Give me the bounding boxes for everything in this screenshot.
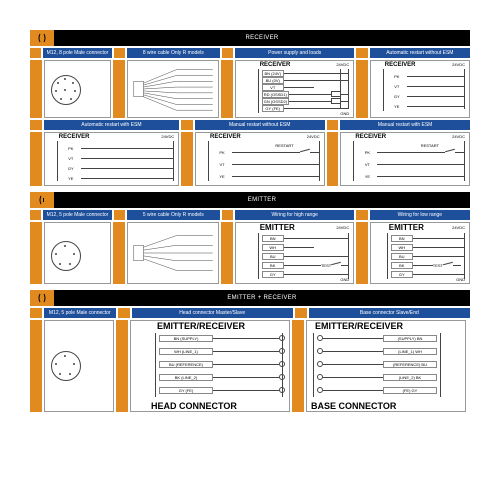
cell-num: [356, 48, 367, 58]
bracket-pair-icon: [30, 290, 54, 306]
col-head: Power supply and loads: [235, 48, 354, 58]
section-header-emitter: EMITTER: [30, 192, 470, 208]
header-row: M12, 8 pole Male connector 8 wire cable …: [30, 48, 470, 58]
header-row: M12, 5 pole Male connector 5 wire cable …: [30, 210, 470, 220]
col-head: Manual restart without ESM: [195, 120, 325, 130]
col-head: Automatic restart without ESM: [370, 48, 470, 58]
m12-5-icon: [51, 241, 81, 271]
er-base-diagram: EMITTER/RECEIVER (SUPPLY) BN (LINE_1) WH…: [306, 320, 466, 412]
gnd-label: GND: [340, 111, 349, 116]
header-row: Automatic restart with ESM Manual restar…: [30, 120, 470, 130]
connector-8pin: [44, 60, 112, 118]
body-row: EMITTER/RECEIVER BN (SUPPLY) WH (LINE_1)…: [30, 320, 470, 412]
cell-num: [327, 120, 339, 130]
er-head-diagram: EMITTER/RECEIVER BN (SUPPLY) WH (LINE_1)…: [130, 320, 290, 412]
section-title: RECEIVER: [54, 30, 470, 46]
emitter-high-diagram: EMITTER 24VDC BN WH BU BKTEST GY GND: [235, 222, 355, 284]
section-header-er: EMITTER + RECEIVER: [30, 290, 470, 306]
fanout-5: [127, 222, 220, 284]
block-title: RECEIVER: [260, 62, 291, 68]
vcc-label: 24VDC: [336, 62, 349, 67]
receiver-manual-diagram: RECEIVER 24VDC RESTART PK VT YE: [195, 132, 325, 186]
cell-num: [114, 48, 125, 58]
block-title: RECEIVER: [385, 62, 416, 68]
receiver-main-diagram: RECEIVER 24VDC BN (24V) BU (0V) VT RD (O…: [235, 60, 355, 118]
col-head: M12, 8 pole Male connector: [43, 48, 111, 58]
m12-5-icon: [51, 351, 81, 381]
section-title: EMITTER: [54, 192, 470, 208]
bracket-pair-icon: [30, 30, 54, 46]
cell-num: [30, 120, 42, 130]
cell-num: [222, 48, 233, 58]
cell-num: [221, 60, 233, 118]
connector-5pin-b: [44, 320, 114, 412]
receiver-auto-esm-diagram: RECEIVER 24VDC PK VT GY YE: [44, 132, 179, 186]
cell-num: [181, 120, 193, 130]
m12-8-icon: [51, 75, 81, 105]
fanout-8: [127, 60, 220, 118]
section-title: EMITTER + RECEIVER: [54, 290, 470, 306]
col-head: Manual restart with ESM: [340, 120, 470, 130]
col-head: 8 wire cable Only R models: [127, 48, 220, 58]
body-row: RECEIVER 24VDC PK VT GY YE RECEIVER 24VD…: [30, 132, 470, 186]
receiver-auto-diagram: RECEIVER 24VDC PK VT GY YE: [370, 60, 470, 118]
body-row: EMITTER 24VDC BN WH BU BKTEST GY GND EMI…: [30, 222, 470, 284]
cell-num: [30, 48, 41, 58]
page: RECEIVER M12, 8 pole Male connector 8 wi…: [0, 0, 500, 424]
single-bracket-icon: [30, 192, 54, 208]
connector-5pin: [44, 222, 112, 284]
body-row: RECEIVER 24VDC BN (24V) BU (0V) VT RD (O…: [30, 60, 470, 118]
cell-num: [30, 60, 42, 118]
cell-num: [356, 60, 368, 118]
fanout-icon: [128, 223, 219, 283]
header-row: M12, 5 pole Male connector Head connecto…: [30, 308, 470, 318]
emitter-low-diagram: EMITTER 24VDC BN WH BU BKTEST GY GND: [370, 222, 470, 284]
col-head: Automatic restart with ESM: [44, 120, 180, 130]
receiver-manual-esm-diagram: RECEIVER 24VDC RESTART PK VT YE: [340, 132, 470, 186]
fanout-icon: [128, 61, 219, 117]
cell-num: [113, 60, 125, 118]
section-header-receiver: RECEIVER: [30, 30, 470, 46]
